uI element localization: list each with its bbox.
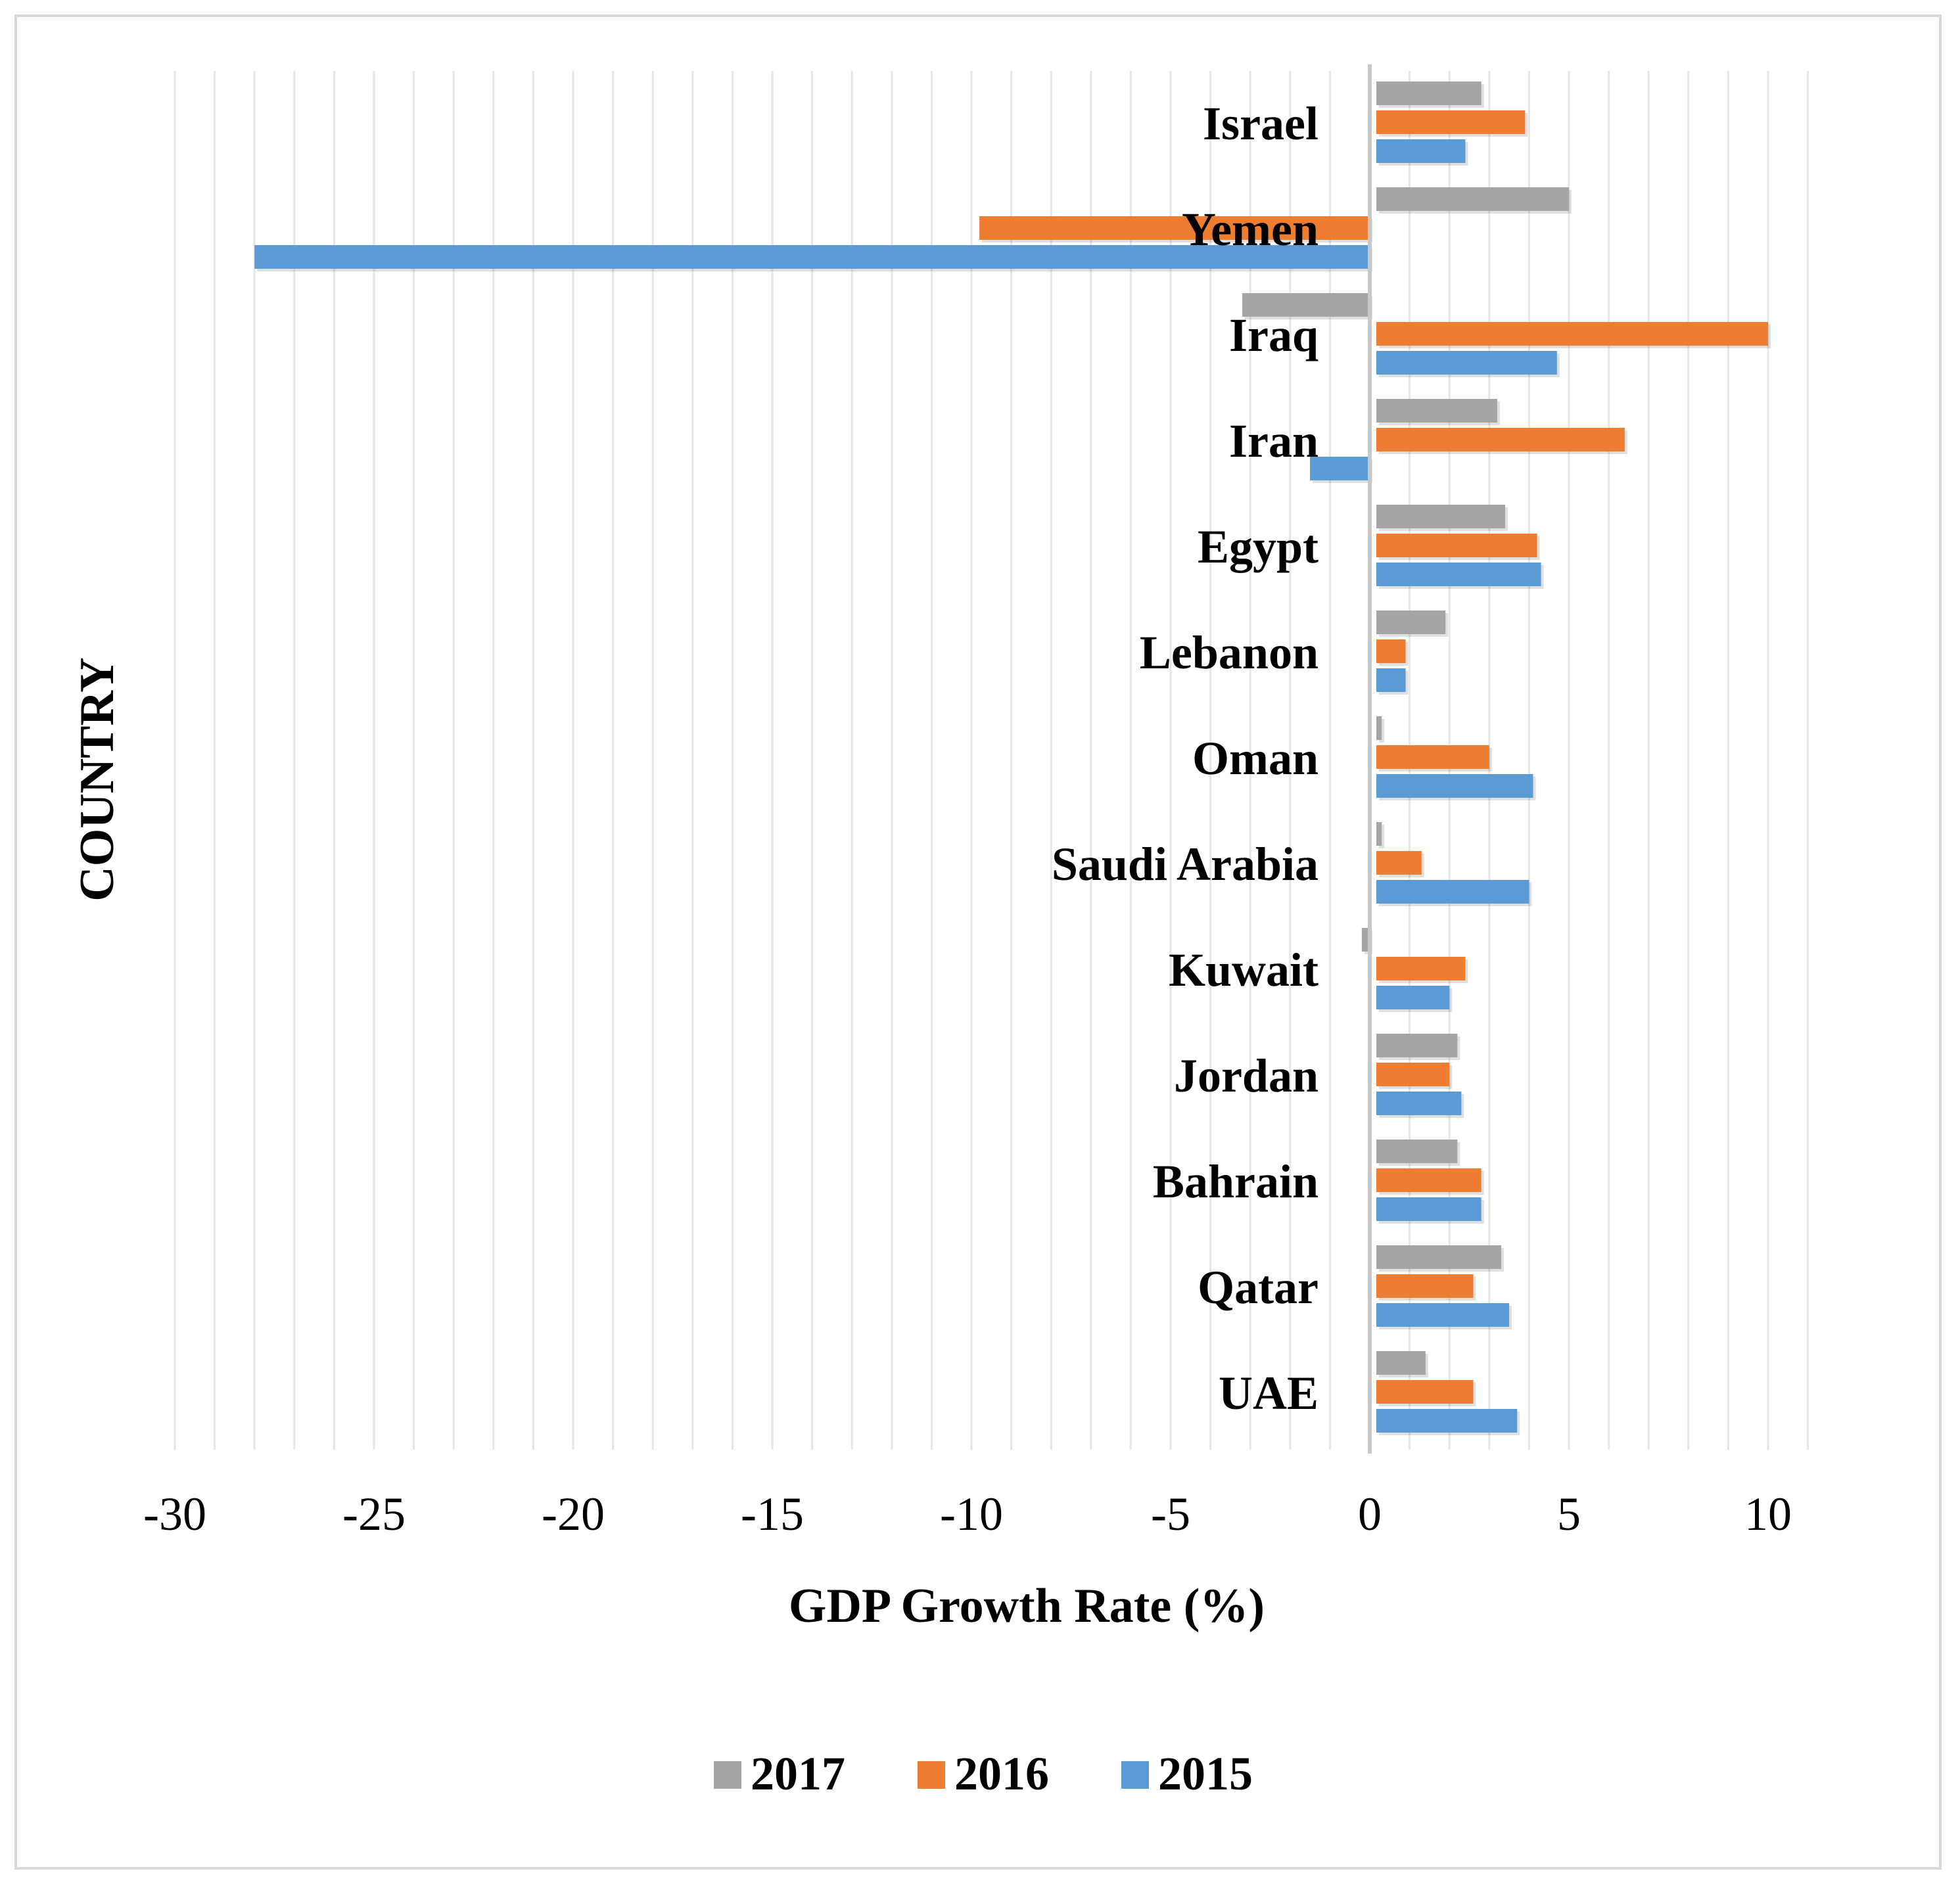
bar-2017-qatar [1376,1245,1501,1269]
legend-swatch-2016 [918,1761,945,1789]
bar-2017-saudi-arabia [1376,822,1382,846]
bar-2017-kuwait [1361,928,1370,952]
bar-2016-iraq [1376,322,1768,346]
category-label: UAE [1219,1367,1318,1419]
bar-2017-jordan [1376,1034,1458,1057]
bar-2015-yemen [254,245,1370,269]
bar-2017-yemen [1376,187,1569,211]
category-label: Egypt [1198,520,1318,573]
bar-2016-israel [1376,110,1526,134]
bar-2015-qatar [1376,1303,1510,1327]
chart-frame: Israel Yemen Iraq Iran Egypt Lebanon Oman Saudi… [14,14,1942,1870]
bar-2016-uae [1376,1380,1474,1404]
x-tick-label: 0 [1358,1488,1382,1540]
legend-label-2015: 2015 [1158,1747,1253,1800]
y-axis-title: COUNTRY [70,657,124,902]
category-label: Israel [1203,97,1318,150]
bar-2016-saudi-arabia [1376,851,1422,875]
bar-2016-yemen [979,216,1370,240]
category-label: Kuwait [1169,944,1318,996]
bar-2015-oman [1376,774,1533,798]
legend-swatch-2017 [714,1761,741,1789]
x-tick-labels: -30 -25 -20 -15 -10 -5 0 5 10 [143,1488,1792,1540]
x-axis-title: GDP Growth Rate (%) [789,1579,1265,1633]
category-label: Jordan [1174,1049,1318,1102]
bar-2017-iran [1376,399,1497,423]
bar-2016-egypt [1376,534,1537,557]
bar-2017-lebanon [1376,610,1446,634]
bar-2015-lebanon [1376,668,1406,692]
category-label: Iraq [1229,309,1318,361]
category-label: Bahrain [1153,1155,1318,1208]
bar-2016-jordan [1376,1063,1450,1086]
bar-2015-iraq [1376,351,1557,375]
legend: 2017 2016 2015 [714,1747,1253,1800]
x-tick-label: -20 [542,1488,605,1540]
legend-swatch-2015 [1121,1761,1149,1789]
category-label: Saudi Arabia [1052,838,1318,890]
x-tick-label: -5 [1151,1488,1190,1540]
x-tick-label: -15 [741,1488,804,1540]
legend-label-2016: 2016 [954,1747,1049,1800]
bar-2015-egypt [1376,563,1541,586]
bar-2016-iran [1376,428,1625,451]
bar-2015-kuwait [1376,986,1450,1009]
x-tick-label: -30 [143,1488,206,1540]
gdp-growth-chart: Israel Yemen Iraq Iran Egypt Lebanon Oman Saudi… [70,64,1809,1800]
x-tick-label: -25 [342,1488,406,1540]
bar-2016-kuwait [1376,957,1466,980]
bar-2015-uae [1376,1409,1518,1433]
category-label: Yemen [1182,203,1318,256]
x-tick-label: 10 [1744,1488,1792,1540]
bar-2015-jordan [1376,1092,1462,1115]
category-label: Qatar [1198,1261,1318,1314]
bars [254,81,1771,1435]
bar-2015-iran [1310,457,1370,480]
bar-2016-bahrain [1376,1168,1482,1192]
gridlines [174,71,1809,1450]
category-labels: Israel Yemen Iraq Iran Egypt Lebanon Oman Saudi… [1052,97,1318,1419]
bar-2017-uae [1376,1351,1426,1375]
bar-2015-bahrain [1376,1197,1482,1221]
bar-2015-saudi-arabia [1376,880,1529,904]
bar-2016-qatar [1376,1274,1474,1298]
bar-2017-bahrain [1376,1140,1458,1163]
bar-2017-egypt [1376,505,1506,528]
bar-2015-israel [1376,139,1466,163]
bar-2017-oman [1376,716,1382,740]
bar-2017-iraq [1242,293,1370,317]
bar-2017-israel [1376,81,1482,105]
category-label: Lebanon [1140,626,1318,679]
bar-2016-lebanon [1376,639,1406,663]
category-label: Oman [1192,732,1318,785]
category-label: Iran [1229,415,1318,467]
x-tick-label: 5 [1557,1488,1581,1540]
legend-label-2017: 2017 [751,1747,845,1800]
bar-2016-oman [1376,745,1489,769]
x-tick-label: -10 [940,1488,1003,1540]
